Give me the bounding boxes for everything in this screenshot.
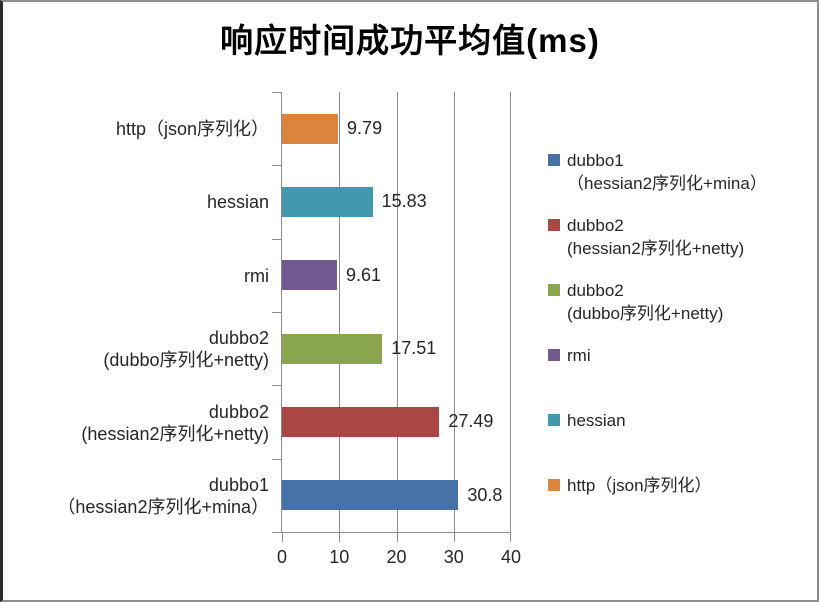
bar-rows: 9.79 15.83 9.61 17.51 27.49 [282, 92, 511, 532]
y-axis-category-labels: http（json序列化） hessian rmi dubbo2 (dubbo序… [11, 92, 281, 533]
legend-swatch-icon [548, 154, 560, 166]
x-axis-label-30: 30 [443, 547, 464, 567]
bar-hessian [282, 186, 373, 217]
bar-dubbo2-dubbo-netty [282, 333, 383, 364]
x-axis-label-40: 40 [500, 547, 522, 567]
bar-rmi [282, 260, 338, 291]
x-axis-labels: 0 10 20 30 40 [277, 547, 521, 569]
y-axis-tick [272, 385, 281, 387]
category-label-dubbo1-hessian2-mina: dubbo1 （hessian2序列化+mina） [57, 475, 269, 518]
x-axis-extension [272, 532, 282, 533]
chart-legend: dubbo1 （hessian2序列化+mina） dubbo2 (hessia… [548, 92, 814, 539]
x-axis-tick-0 [282, 533, 283, 542]
data-label: 9.61 [346, 264, 382, 285]
y-axis-tick [272, 312, 281, 313]
bar-row-http: 9.79 [282, 92, 511, 165]
bar-dubbo2-hessian2-netty [282, 406, 440, 437]
bar-row-rmi: 9.61 [282, 239, 511, 312]
legend-swatch-icon [548, 479, 560, 491]
y-axis-tick [272, 92, 281, 93]
bar-row-dubbo1-hessian2-mina: 30.8 [282, 459, 511, 532]
y-axis-tick [272, 238, 281, 240]
legend-swatch-icon [548, 414, 560, 426]
legend-item-dubbo1: dubbo1 （hessian2序列化+mina） [548, 149, 814, 214]
category-label-dubbo2-hessian2-netty: dubbo2 (hessian2序列化+netty) [81, 401, 269, 444]
x-axis-tick-40 [510, 533, 511, 542]
bar-row-dubbo2-dubbo-netty: 17.51 [282, 312, 511, 385]
data-label: 17.51 [391, 338, 437, 359]
x-axis-label-10: 10 [329, 547, 350, 567]
x-axis-tick-30 [453, 533, 455, 542]
legend-swatch-icon [548, 219, 560, 231]
data-label: 30.8 [467, 484, 503, 505]
bar-dubbo1-hessian2-mina [282, 480, 459, 511]
x-axis-label-0: 0 [276, 547, 288, 567]
gridline-40 [510, 92, 511, 532]
legend-swatch-icon [548, 284, 560, 296]
chart-title: 响应时间成功平均值(ms) [220, 22, 600, 59]
bar-row-hessian: 15.83 [282, 165, 511, 238]
gridline-20 [396, 92, 398, 532]
y-axis-tick [272, 458, 281, 460]
chart-body: http（json序列化） hessian rmi dubbo2 (dubbo序… [11, 92, 814, 567]
x-axis-tick-20 [396, 533, 398, 542]
legend-item-dubbo2-hessian2-netty: dubbo2 (hessian2序列化+netty) [548, 214, 814, 279]
x-axis-tick-10 [339, 533, 341, 542]
data-label: 9.79 [347, 118, 383, 139]
y-axis-tick [272, 165, 281, 167]
plot-area: 9.79 15.83 9.61 17.51 27.49 [272, 92, 521, 567]
category-label-rmi: rmi [244, 265, 269, 286]
data-label: 15.83 [381, 191, 427, 212]
legend-item-hessian: hessian [548, 409, 814, 474]
category-label-dubbo2-dubbo-netty: dubbo2 (dubbo序列化+netty) [103, 328, 269, 371]
gridline-10 [339, 92, 341, 532]
bar-row-dubbo2-hessian2-netty: 27.49 [282, 385, 511, 458]
data-label: 27.49 [448, 411, 494, 432]
legend-swatch-icon [548, 349, 560, 361]
bar-http [282, 113, 339, 144]
legend-item-rmi: rmi [548, 344, 814, 409]
x-axis-label-20: 20 [386, 547, 407, 567]
category-label-http: http（json序列化） [115, 118, 269, 139]
legend-item-dubbo2-dubbo-netty: dubbo2 (dubbo序列化+netty) [548, 279, 814, 344]
gridline-30 [453, 92, 455, 532]
legend-item-http: http（json序列化） [548, 474, 814, 539]
category-label-hessian: hessian [206, 192, 269, 213]
